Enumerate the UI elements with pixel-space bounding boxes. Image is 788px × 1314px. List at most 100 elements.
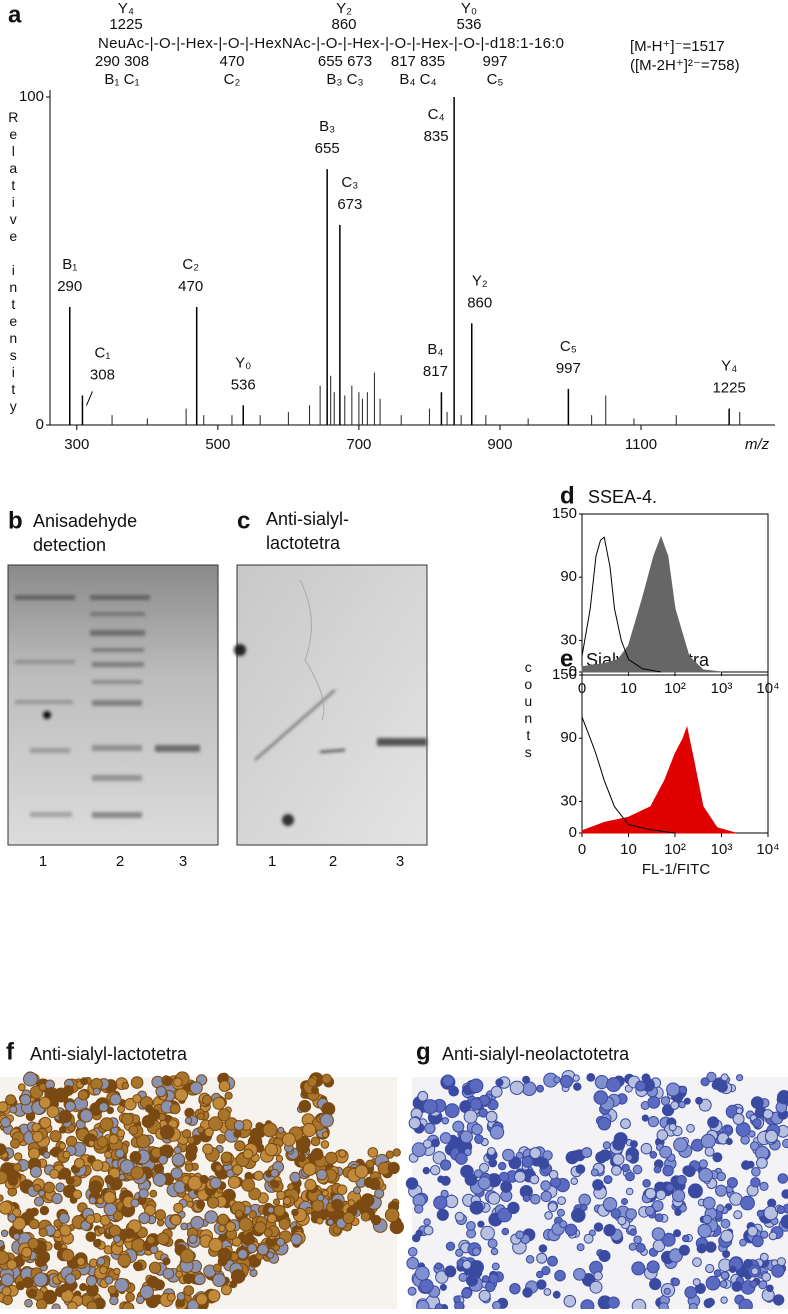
cell bbox=[661, 1097, 669, 1105]
cell bbox=[218, 1109, 230, 1121]
cell bbox=[174, 1147, 181, 1154]
cell bbox=[375, 1189, 384, 1198]
ion: C₅ bbox=[487, 71, 504, 88]
cell bbox=[760, 1182, 768, 1190]
cell bbox=[268, 1207, 274, 1213]
peak-mz: 655 bbox=[315, 140, 340, 157]
cell bbox=[322, 1190, 328, 1196]
cell bbox=[50, 1131, 61, 1142]
cell bbox=[172, 1153, 185, 1166]
cell bbox=[114, 1235, 121, 1242]
cell bbox=[98, 1227, 105, 1234]
cell bbox=[679, 1245, 689, 1255]
panel-title: SSEA-4. bbox=[588, 487, 657, 507]
cell bbox=[765, 1130, 777, 1142]
cell bbox=[369, 1178, 380, 1189]
cell bbox=[105, 1151, 112, 1158]
cell bbox=[202, 1095, 211, 1104]
cell bbox=[626, 1154, 632, 1160]
cell bbox=[28, 1238, 38, 1248]
cell bbox=[408, 1287, 416, 1295]
cell bbox=[139, 1213, 150, 1224]
cell bbox=[473, 1248, 481, 1256]
y-tick-label: 150 bbox=[552, 505, 577, 522]
cell bbox=[322, 1074, 331, 1083]
peak-mz: 470 bbox=[178, 278, 203, 295]
peak-mz: 835 bbox=[424, 128, 449, 145]
cell bbox=[537, 1253, 547, 1263]
cell bbox=[196, 1294, 207, 1305]
cell bbox=[577, 1244, 584, 1251]
cell bbox=[613, 1138, 625, 1150]
cell bbox=[455, 1212, 464, 1221]
panel-title: Anti-sialyl- bbox=[266, 509, 349, 529]
cell bbox=[104, 1192, 116, 1204]
cell bbox=[467, 1275, 478, 1286]
cell bbox=[548, 1256, 558, 1266]
cell bbox=[600, 1150, 611, 1161]
cell bbox=[767, 1285, 774, 1292]
cell bbox=[679, 1086, 686, 1093]
cell bbox=[734, 1211, 742, 1219]
cell bbox=[407, 1257, 419, 1269]
cell bbox=[47, 1106, 59, 1118]
cell bbox=[708, 1117, 719, 1128]
cell bbox=[545, 1212, 553, 1220]
cell bbox=[773, 1295, 783, 1305]
cell bbox=[1, 1274, 13, 1286]
cell bbox=[170, 1104, 180, 1114]
cell bbox=[265, 1143, 277, 1155]
cell bbox=[157, 1220, 163, 1226]
cell bbox=[393, 1149, 400, 1156]
cell bbox=[254, 1171, 263, 1180]
cell bbox=[499, 1162, 506, 1169]
cell bbox=[80, 1284, 87, 1291]
cell bbox=[626, 1188, 633, 1195]
cell bbox=[721, 1230, 733, 1242]
cell bbox=[320, 1114, 333, 1127]
cell bbox=[73, 1190, 82, 1199]
cell bbox=[59, 1143, 65, 1149]
cell bbox=[100, 1118, 113, 1131]
x-tick-label: 10² bbox=[664, 841, 686, 858]
cell bbox=[52, 1194, 62, 1204]
cell bbox=[541, 1191, 551, 1201]
mz: 1225 bbox=[109, 16, 142, 33]
cell bbox=[593, 1180, 603, 1190]
cell bbox=[167, 1293, 175, 1301]
cell bbox=[60, 1225, 71, 1236]
cell bbox=[523, 1288, 532, 1297]
cell bbox=[174, 1203, 183, 1212]
cell bbox=[126, 1293, 135, 1302]
cell bbox=[66, 1177, 74, 1185]
cell bbox=[408, 1248, 417, 1257]
cell bbox=[472, 1124, 483, 1135]
peak-ion: B₄ bbox=[427, 341, 443, 358]
cell bbox=[677, 1175, 686, 1184]
cell bbox=[156, 1086, 166, 1096]
cell bbox=[86, 1276, 96, 1286]
cell bbox=[630, 1229, 636, 1235]
peak-ion: C₃ bbox=[341, 174, 358, 191]
cell bbox=[674, 1138, 688, 1152]
cell bbox=[757, 1210, 764, 1217]
cell bbox=[184, 1286, 194, 1296]
mz: 817 835 bbox=[391, 53, 445, 70]
cell bbox=[131, 1077, 143, 1089]
cell bbox=[696, 1097, 703, 1104]
cell bbox=[139, 1189, 148, 1198]
cell bbox=[28, 1148, 39, 1159]
cell bbox=[116, 1149, 125, 1158]
cell bbox=[110, 1178, 122, 1190]
cell bbox=[177, 1293, 185, 1301]
cell bbox=[248, 1244, 257, 1253]
cell bbox=[721, 1272, 729, 1280]
cell bbox=[100, 1266, 108, 1274]
cell bbox=[238, 1249, 248, 1259]
cell bbox=[684, 1166, 695, 1177]
cell bbox=[555, 1270, 566, 1281]
cell bbox=[217, 1135, 226, 1144]
cell bbox=[584, 1234, 593, 1243]
cell bbox=[669, 1124, 676, 1131]
cell bbox=[34, 1197, 43, 1206]
